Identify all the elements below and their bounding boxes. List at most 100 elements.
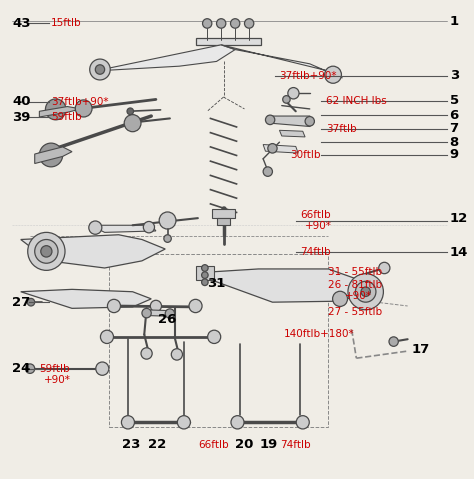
Circle shape xyxy=(95,65,105,74)
Text: 24: 24 xyxy=(12,362,31,375)
Circle shape xyxy=(96,362,109,376)
Circle shape xyxy=(208,330,221,343)
Text: 26: 26 xyxy=(158,313,177,326)
Polygon shape xyxy=(268,116,314,126)
Circle shape xyxy=(201,279,208,285)
Text: 37ftlb: 37ftlb xyxy=(326,124,356,134)
Circle shape xyxy=(201,272,208,278)
Circle shape xyxy=(142,308,151,318)
Text: +90*: +90* xyxy=(305,221,332,231)
Circle shape xyxy=(46,99,66,120)
Polygon shape xyxy=(198,269,375,302)
Circle shape xyxy=(231,416,244,429)
Circle shape xyxy=(325,66,341,83)
Text: 15ftlb: 15ftlb xyxy=(51,19,82,28)
Text: 23: 23 xyxy=(122,438,141,451)
Text: 27: 27 xyxy=(12,296,31,308)
Text: 59ftlb: 59ftlb xyxy=(39,364,70,374)
Circle shape xyxy=(26,364,35,374)
Text: 14: 14 xyxy=(450,246,468,259)
Circle shape xyxy=(75,100,92,117)
Circle shape xyxy=(27,232,65,270)
Circle shape xyxy=(361,287,370,297)
Polygon shape xyxy=(21,289,151,308)
Polygon shape xyxy=(95,45,235,71)
Circle shape xyxy=(150,300,162,312)
Text: 43: 43 xyxy=(12,17,31,30)
Circle shape xyxy=(141,348,152,359)
Circle shape xyxy=(177,416,191,429)
Text: 66ftlb: 66ftlb xyxy=(198,440,228,450)
Polygon shape xyxy=(217,218,230,225)
Circle shape xyxy=(263,167,273,176)
Circle shape xyxy=(379,262,390,274)
Text: 20: 20 xyxy=(235,438,254,451)
Circle shape xyxy=(201,265,208,271)
Circle shape xyxy=(127,108,134,114)
Bar xyxy=(109,254,328,427)
Text: 6: 6 xyxy=(450,109,459,122)
Text: 17: 17 xyxy=(411,343,429,356)
Circle shape xyxy=(121,416,135,429)
Text: 140ftlb+180*: 140ftlb+180* xyxy=(284,329,355,339)
Polygon shape xyxy=(21,235,165,268)
Text: 74ftlb: 74ftlb xyxy=(280,440,310,450)
Text: 12: 12 xyxy=(450,212,468,225)
Circle shape xyxy=(356,281,376,302)
Circle shape xyxy=(230,19,240,28)
Text: 9: 9 xyxy=(450,148,459,161)
Text: +90*: +90* xyxy=(44,375,71,385)
Circle shape xyxy=(268,144,277,153)
Circle shape xyxy=(164,235,171,242)
Polygon shape xyxy=(221,45,342,78)
Polygon shape xyxy=(280,130,305,137)
Text: 19: 19 xyxy=(259,438,278,451)
Circle shape xyxy=(39,143,63,167)
Circle shape xyxy=(348,274,383,310)
Text: 30ftlb: 30ftlb xyxy=(290,150,321,160)
Circle shape xyxy=(202,19,212,28)
Polygon shape xyxy=(144,310,173,317)
Circle shape xyxy=(296,416,309,429)
Polygon shape xyxy=(196,266,214,280)
Circle shape xyxy=(41,246,52,257)
Text: +90*: +90* xyxy=(345,292,372,301)
Text: 22: 22 xyxy=(147,438,166,451)
Circle shape xyxy=(189,299,202,313)
Circle shape xyxy=(165,309,174,319)
Text: 66ftlb: 66ftlb xyxy=(301,210,331,220)
Text: 59ftlb: 59ftlb xyxy=(51,113,82,123)
Circle shape xyxy=(245,19,254,28)
Circle shape xyxy=(89,221,102,234)
Text: 37ftlb+90*: 37ftlb+90* xyxy=(280,71,337,80)
Polygon shape xyxy=(263,145,298,153)
Text: 37ftlb+90*: 37ftlb+90* xyxy=(51,97,109,107)
Circle shape xyxy=(305,116,314,126)
Circle shape xyxy=(90,59,110,80)
Circle shape xyxy=(333,291,347,307)
Circle shape xyxy=(288,88,299,99)
Circle shape xyxy=(171,349,182,360)
Text: 62 INCH lbs: 62 INCH lbs xyxy=(326,96,387,106)
Circle shape xyxy=(217,19,226,28)
Circle shape xyxy=(100,330,113,343)
Text: 39: 39 xyxy=(12,111,31,124)
Text: 74ftlb: 74ftlb xyxy=(301,247,331,257)
Circle shape xyxy=(108,299,120,313)
Text: 8: 8 xyxy=(450,136,459,148)
Circle shape xyxy=(143,221,155,233)
Circle shape xyxy=(35,240,58,263)
Circle shape xyxy=(124,114,141,132)
Circle shape xyxy=(265,115,275,125)
Text: 3: 3 xyxy=(450,69,459,82)
Text: 1: 1 xyxy=(450,14,459,28)
Circle shape xyxy=(27,298,35,306)
Text: 26 - 81ftlb: 26 - 81ftlb xyxy=(328,280,383,290)
Text: 40: 40 xyxy=(12,95,31,108)
Text: 7: 7 xyxy=(450,122,459,136)
Polygon shape xyxy=(212,209,235,218)
Polygon shape xyxy=(35,147,72,163)
Polygon shape xyxy=(39,106,82,117)
Polygon shape xyxy=(91,225,156,232)
Text: 31 - 55ftlb: 31 - 55ftlb xyxy=(328,267,383,277)
